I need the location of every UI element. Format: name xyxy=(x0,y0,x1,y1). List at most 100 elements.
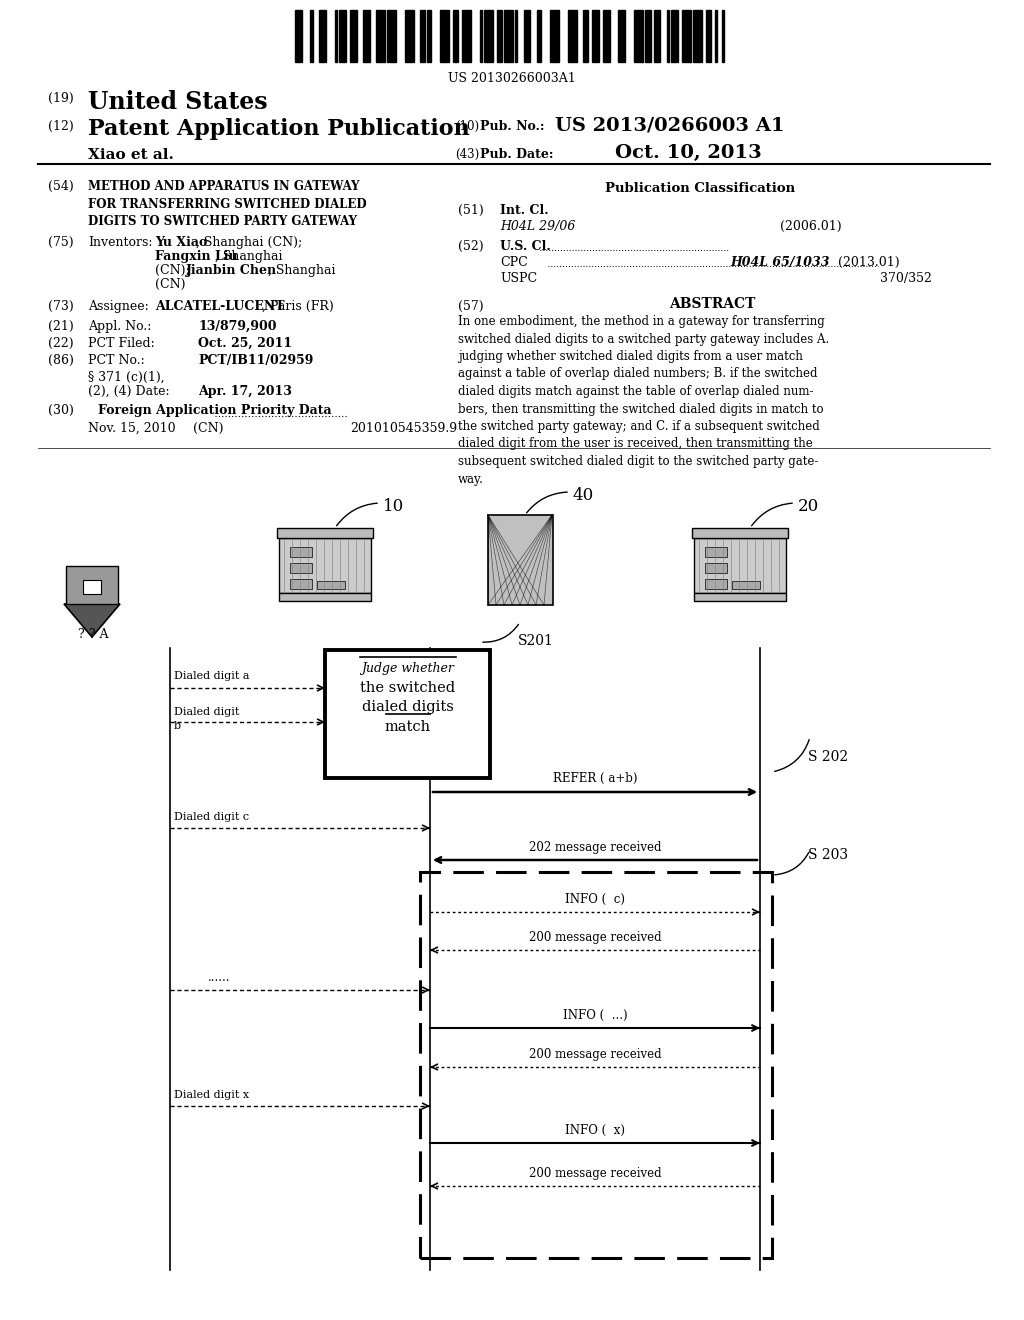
Text: S201: S201 xyxy=(518,634,554,648)
Bar xyxy=(707,11,711,62)
Text: Pub. No.:: Pub. No.: xyxy=(480,120,545,133)
Text: (52): (52) xyxy=(458,240,483,253)
Bar xyxy=(504,11,513,62)
Bar xyxy=(66,566,118,605)
Text: Yu Xiao: Yu Xiao xyxy=(155,236,207,249)
Text: 20: 20 xyxy=(798,498,819,515)
Text: 370/352: 370/352 xyxy=(880,272,932,285)
Text: ALCATEL-LUCENT: ALCATEL-LUCENT xyxy=(155,300,285,313)
Text: (43): (43) xyxy=(455,148,479,161)
Text: (19): (19) xyxy=(48,92,74,106)
Text: , Shanghai: , Shanghai xyxy=(215,249,283,263)
Bar xyxy=(319,11,326,62)
Text: In one embodiment, the method in a gateway for transferring
switched dialed digi: In one embodiment, the method in a gatew… xyxy=(458,315,829,486)
Text: Apr. 17, 2013: Apr. 17, 2013 xyxy=(198,385,292,399)
Bar xyxy=(732,581,760,589)
Text: 201010545359.9: 201010545359.9 xyxy=(350,422,457,436)
Bar xyxy=(692,528,788,539)
Bar xyxy=(335,11,337,62)
Text: Publication Classification: Publication Classification xyxy=(605,182,795,195)
Text: S 203: S 203 xyxy=(808,847,848,862)
Text: 13/879,900: 13/879,900 xyxy=(198,319,276,333)
Text: PCT No.:: PCT No.: xyxy=(88,354,144,367)
Bar xyxy=(567,11,577,62)
Text: PCT/IB11/02959: PCT/IB11/02959 xyxy=(198,354,313,367)
Bar xyxy=(498,11,502,62)
Bar xyxy=(295,11,302,62)
Text: United States: United States xyxy=(88,90,267,114)
Text: Jianbin Chen: Jianbin Chen xyxy=(186,264,278,277)
Bar xyxy=(722,11,724,62)
Text: Foreign Application Priority Data: Foreign Application Priority Data xyxy=(98,404,332,417)
Bar xyxy=(325,649,490,777)
Bar xyxy=(694,539,786,593)
Text: 200 message received: 200 message received xyxy=(528,1167,662,1180)
Text: ABSTRACT: ABSTRACT xyxy=(669,297,755,312)
Bar xyxy=(387,11,396,62)
Bar xyxy=(462,11,471,62)
Bar xyxy=(634,11,643,62)
Text: US 20130266003A1: US 20130266003A1 xyxy=(449,73,575,84)
Text: Nov. 15, 2010: Nov. 15, 2010 xyxy=(88,422,176,436)
Text: 202 message received: 202 message received xyxy=(528,841,662,854)
Text: INFO (  ...): INFO ( ...) xyxy=(562,1008,628,1022)
Bar xyxy=(290,579,312,589)
Bar xyxy=(694,593,786,601)
Text: (75): (75) xyxy=(48,236,74,249)
Bar xyxy=(83,579,101,594)
Bar xyxy=(290,564,312,573)
Bar xyxy=(484,11,493,62)
Polygon shape xyxy=(63,605,120,638)
Bar xyxy=(377,11,385,62)
Bar xyxy=(440,11,449,62)
Text: Inventors:: Inventors: xyxy=(88,236,153,249)
Text: USPC: USPC xyxy=(500,272,538,285)
Bar xyxy=(693,11,702,62)
Text: U.S. Cl.: U.S. Cl. xyxy=(500,240,551,253)
Text: INFO (  c): INFO ( c) xyxy=(565,894,625,906)
Text: , Shanghai: , Shanghai xyxy=(268,264,336,277)
Bar xyxy=(603,11,609,62)
Bar xyxy=(584,11,588,62)
Text: US 2013/0266003 A1: US 2013/0266003 A1 xyxy=(555,116,784,135)
Text: (54): (54) xyxy=(48,180,74,193)
Bar xyxy=(339,11,346,62)
Bar xyxy=(550,11,559,62)
Bar xyxy=(364,11,370,62)
Bar xyxy=(350,11,356,62)
Text: (CN);: (CN); xyxy=(155,264,189,277)
Bar xyxy=(592,11,599,62)
Bar xyxy=(421,11,425,62)
Text: , Shanghai (CN);: , Shanghai (CN); xyxy=(196,236,302,249)
Text: 10: 10 xyxy=(383,498,404,515)
Text: (21): (21) xyxy=(48,319,74,333)
Bar xyxy=(406,11,414,62)
Text: H04L 29/06: H04L 29/06 xyxy=(500,220,575,234)
Text: Int. Cl.: Int. Cl. xyxy=(500,205,549,216)
Bar xyxy=(667,11,669,62)
Text: Oct. 25, 2011: Oct. 25, 2011 xyxy=(198,337,292,350)
Text: match: match xyxy=(384,719,430,734)
Text: (57): (57) xyxy=(458,300,483,313)
Text: Dialed digit c: Dialed digit c xyxy=(174,812,249,822)
Text: Pub. Date:: Pub. Date: xyxy=(480,148,554,161)
Text: 200 message received: 200 message received xyxy=(528,931,662,944)
Bar xyxy=(618,11,625,62)
Text: ? ? A: ? ? A xyxy=(78,628,109,642)
Bar xyxy=(524,11,530,62)
Bar xyxy=(279,539,371,593)
Text: REFER ( a+b): REFER ( a+b) xyxy=(553,772,637,785)
Bar xyxy=(427,11,431,62)
Text: dialed digits: dialed digits xyxy=(361,700,454,714)
Bar xyxy=(454,11,458,62)
Text: PCT Filed:: PCT Filed: xyxy=(88,337,155,350)
Bar xyxy=(671,11,678,62)
Bar xyxy=(480,11,482,62)
Text: b: b xyxy=(174,721,181,731)
Text: the switched: the switched xyxy=(360,681,455,696)
Text: Xiao et al.: Xiao et al. xyxy=(88,148,174,162)
Text: Dialed digit: Dialed digit xyxy=(174,708,240,717)
Bar xyxy=(705,579,727,589)
Text: Patent Application Publication: Patent Application Publication xyxy=(88,117,470,140)
Text: (10): (10) xyxy=(455,120,479,133)
